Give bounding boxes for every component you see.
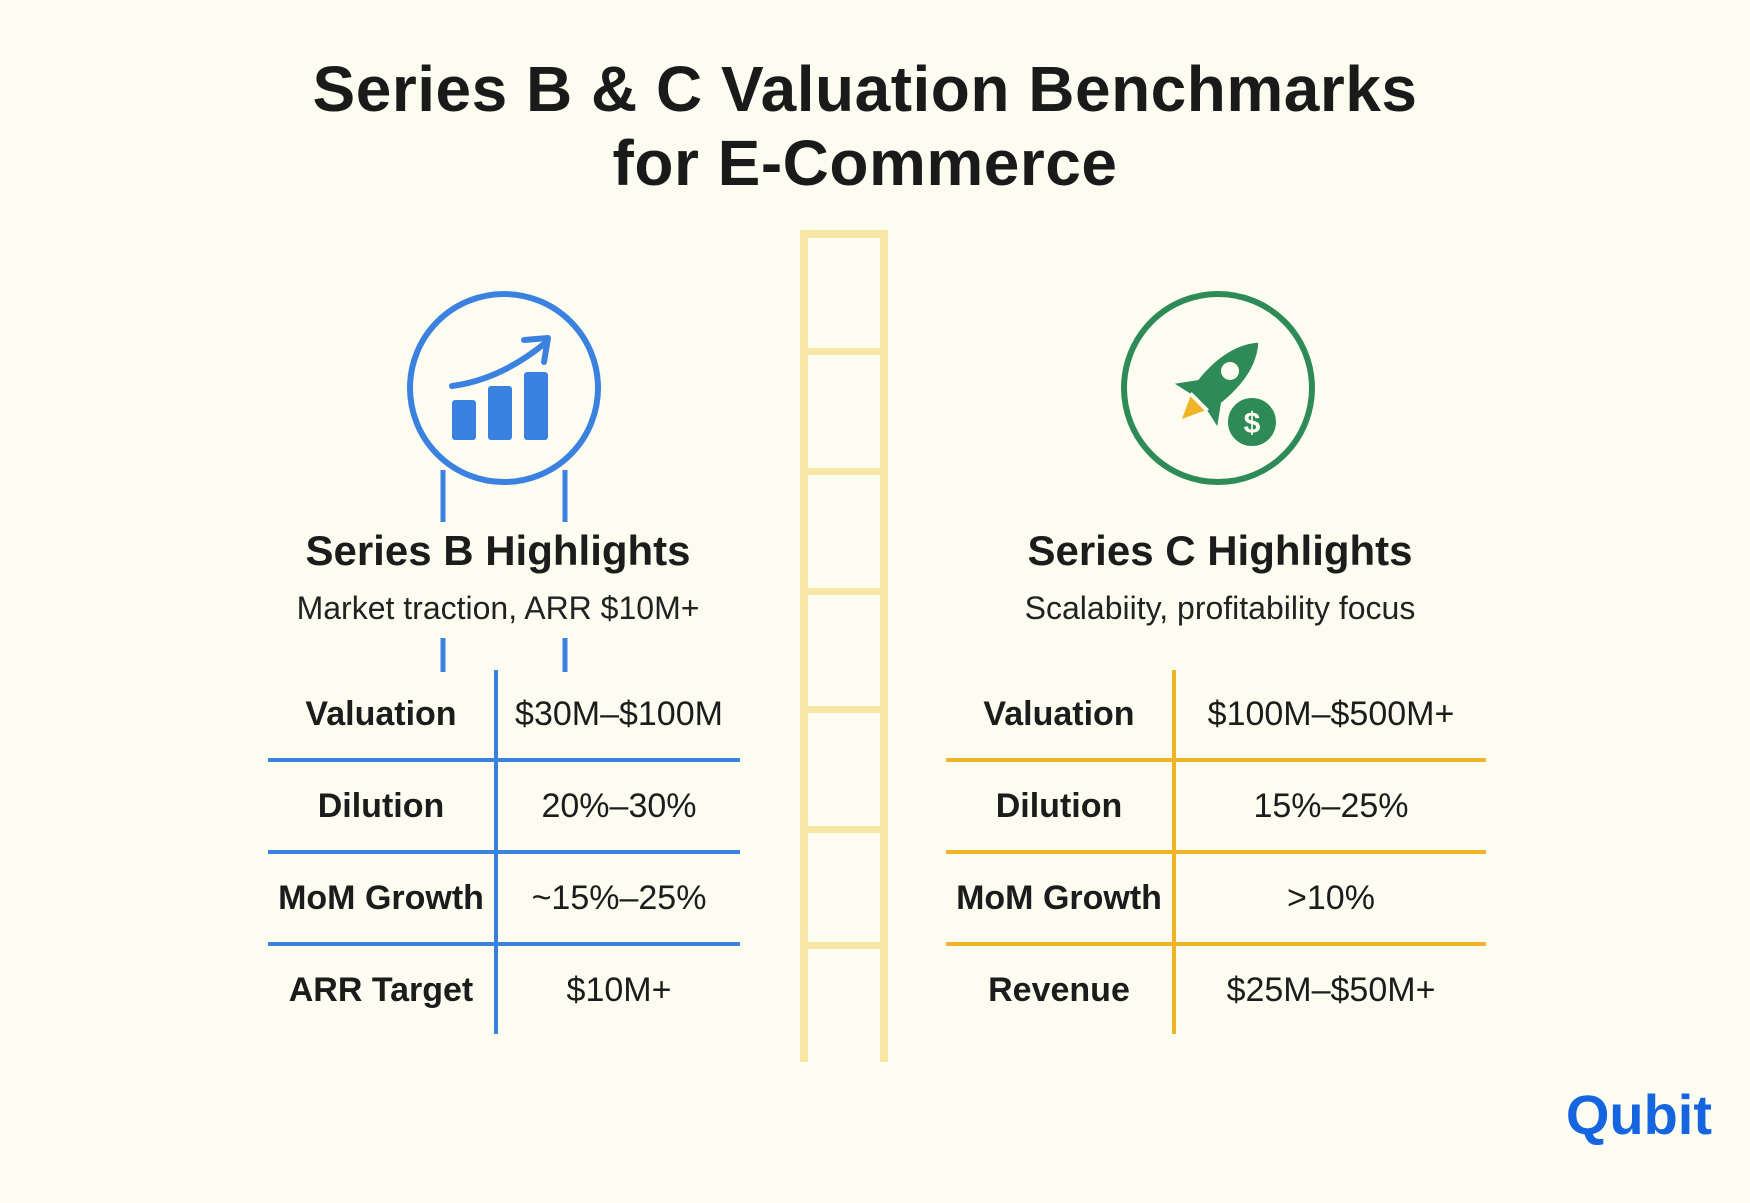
row-label: Revenue	[946, 942, 1176, 1034]
row-value: $10M+	[494, 942, 740, 1034]
page-title: Series B & C Valuation Benchmarks for E-…	[0, 52, 1730, 200]
series-c-table: Valuation $100M–$500M+ Dilution 15%–25% …	[942, 666, 1490, 1038]
row-value: 20%–30%	[494, 758, 740, 854]
rocket-dollar-icon: $	[1118, 288, 1318, 488]
table-row: Dilution 15%–25%	[946, 758, 1486, 854]
table-row: Dilution 20%–30%	[268, 758, 740, 854]
growth-chart-icon	[404, 288, 604, 488]
row-label: Valuation	[268, 670, 498, 762]
table-row: MoM Growth ~15%–25%	[268, 850, 740, 946]
table-row: Valuation $100M–$500M+	[946, 670, 1486, 762]
series-c-subtitle: Scalabiity, profitability focus	[1024, 590, 1416, 626]
row-label: MoM Growth	[268, 850, 498, 946]
row-value: ~15%–25%	[494, 850, 740, 946]
series-b-subtitle: Market traction, ARR $10M+	[296, 590, 700, 626]
row-value: >10%	[1172, 850, 1486, 946]
title-line-2: for E-Commerce	[612, 127, 1118, 199]
row-label: Dilution	[268, 758, 498, 854]
row-value: $25M–$50M+	[1172, 942, 1486, 1034]
title-line-1: Series B & C Valuation Benchmarks	[312, 53, 1418, 125]
series-c-heading: Series C Highlights	[1027, 527, 1413, 574]
qubit-logo: Qubit	[1565, 1083, 1712, 1146]
table-row: MoM Growth >10%	[946, 850, 1486, 946]
row-value: $100M–$500M+	[1172, 670, 1486, 762]
series-b-table: Valuation $30M–$100M Dilution 20%–30% Mo…	[264, 666, 744, 1038]
table-row: ARR Target $10M+	[268, 942, 740, 1034]
ladder-divider	[800, 230, 888, 1062]
row-value: $30M–$100M	[494, 670, 740, 762]
svg-text:$: $	[1244, 407, 1261, 440]
row-value: 15%–25%	[1172, 758, 1486, 854]
row-label: ARR Target	[268, 942, 498, 1034]
row-label: Valuation	[946, 670, 1176, 762]
series-b-heading: Series B Highlights	[305, 527, 691, 574]
table-row: Revenue $25M–$50M+	[946, 942, 1486, 1034]
row-label: Dilution	[946, 758, 1176, 854]
table-row: Valuation $30M–$100M	[268, 670, 740, 762]
row-label: MoM Growth	[946, 850, 1176, 946]
